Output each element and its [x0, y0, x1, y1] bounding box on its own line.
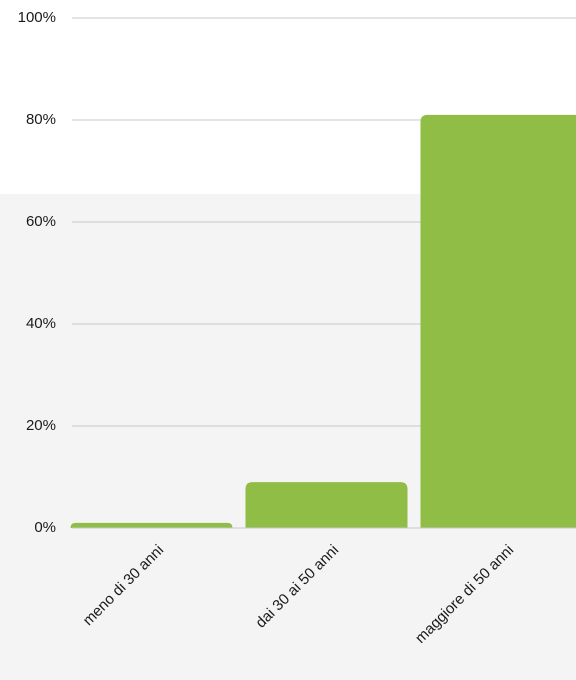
y-tick-label: 100% [18, 9, 56, 26]
y-tick-label: 20% [26, 417, 56, 434]
y-tick-label: 80% [26, 111, 56, 128]
bar [70, 522, 233, 528]
y-tick-label: 40% [26, 315, 56, 332]
y-tick-label: 0% [34, 519, 56, 536]
bar [245, 482, 408, 528]
bar [420, 114, 576, 528]
y-tick-label: 60% [26, 213, 56, 230]
